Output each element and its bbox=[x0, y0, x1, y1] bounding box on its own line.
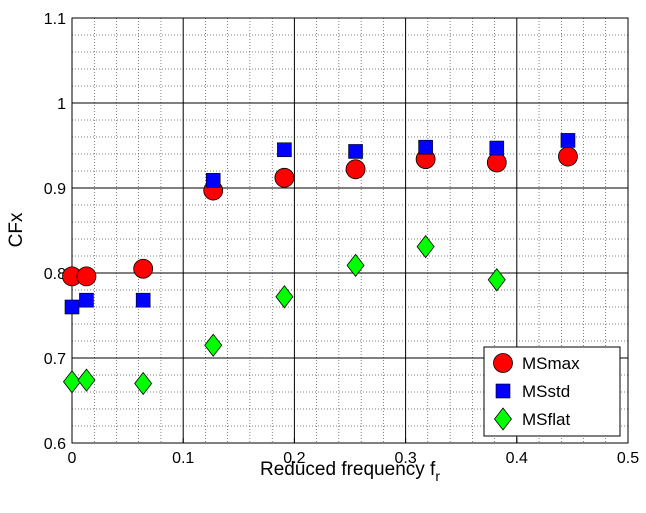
data-point-msmax bbox=[133, 258, 154, 279]
axis-ticks bbox=[71, 17, 629, 444]
data-point-msstd bbox=[79, 292, 94, 308]
data-point-msflat bbox=[346, 253, 365, 278]
plot-frame bbox=[71, 17, 629, 444]
y-tick-label: 1.1 bbox=[44, 11, 66, 28]
data-point-msstd bbox=[348, 144, 363, 159]
y-tick-labels: 0.6 0.7 0.8 0.9 1 1.1 bbox=[44, 11, 66, 453]
legend-marker-msflat bbox=[493, 407, 513, 431]
series-msflat bbox=[62, 234, 506, 396]
data-point-msmax bbox=[345, 159, 366, 180]
y-tick-label: 0.7 bbox=[44, 351, 66, 368]
data-point-msstd bbox=[135, 292, 151, 308]
data-point-msstd bbox=[418, 139, 433, 155]
legend-label-msmax: MSmax bbox=[522, 354, 580, 373]
series-msstd bbox=[64, 133, 576, 315]
x-tick-label: 0.5 bbox=[617, 450, 639, 467]
y-tick-label: 0.8 bbox=[44, 266, 66, 283]
data-point-msflat bbox=[487, 268, 506, 292]
x-tick-label: 0.3 bbox=[394, 450, 416, 467]
data-point-msstd bbox=[489, 140, 505, 156]
y-tick-label: 1 bbox=[57, 96, 66, 113]
data-point-msmax bbox=[558, 146, 578, 167]
legend-marker-msmax bbox=[493, 353, 513, 373]
x-tick-labels: 0 0.1 0.2 0.3 0.4 0.5 bbox=[68, 450, 640, 467]
x-axis-label-subscript: r bbox=[435, 468, 440, 484]
data-point-msmax bbox=[486, 152, 507, 173]
legend: MSmax MSstd MSflat bbox=[483, 346, 621, 437]
y-axis-label: CFx bbox=[6, 212, 27, 247]
x-tick-label: 0.1 bbox=[172, 450, 194, 467]
data-point-msflat bbox=[77, 368, 96, 392]
data-point-msstd bbox=[560, 133, 576, 148]
data-markers bbox=[62, 133, 578, 396]
data-point-msflat bbox=[416, 234, 435, 259]
y-tick-label: 0.6 bbox=[44, 436, 66, 453]
legend-label-msstd: MSstd bbox=[522, 382, 570, 401]
x-tick-label: 0 bbox=[68, 450, 77, 467]
y-tick-label: 0.9 bbox=[44, 181, 66, 198]
data-point-msstd bbox=[277, 142, 292, 158]
data-point-msmax bbox=[76, 266, 97, 287]
data-point-msflat bbox=[134, 371, 153, 396]
x-tick-label: 0.4 bbox=[506, 450, 528, 467]
data-point-msstd bbox=[64, 299, 80, 315]
data-point-msflat bbox=[204, 333, 223, 357]
legend-label-msflat: MSflat bbox=[522, 410, 570, 429]
x-axis-label: Reduced frequency fr bbox=[260, 459, 440, 484]
data-point-msstd bbox=[205, 173, 221, 188]
data-point-msflat bbox=[62, 370, 82, 394]
legend-marker-msstd bbox=[495, 383, 511, 399]
x-tick-label: 0.2 bbox=[283, 450, 305, 467]
data-point-msflat bbox=[275, 285, 294, 309]
data-point-msmax bbox=[274, 167, 295, 188]
